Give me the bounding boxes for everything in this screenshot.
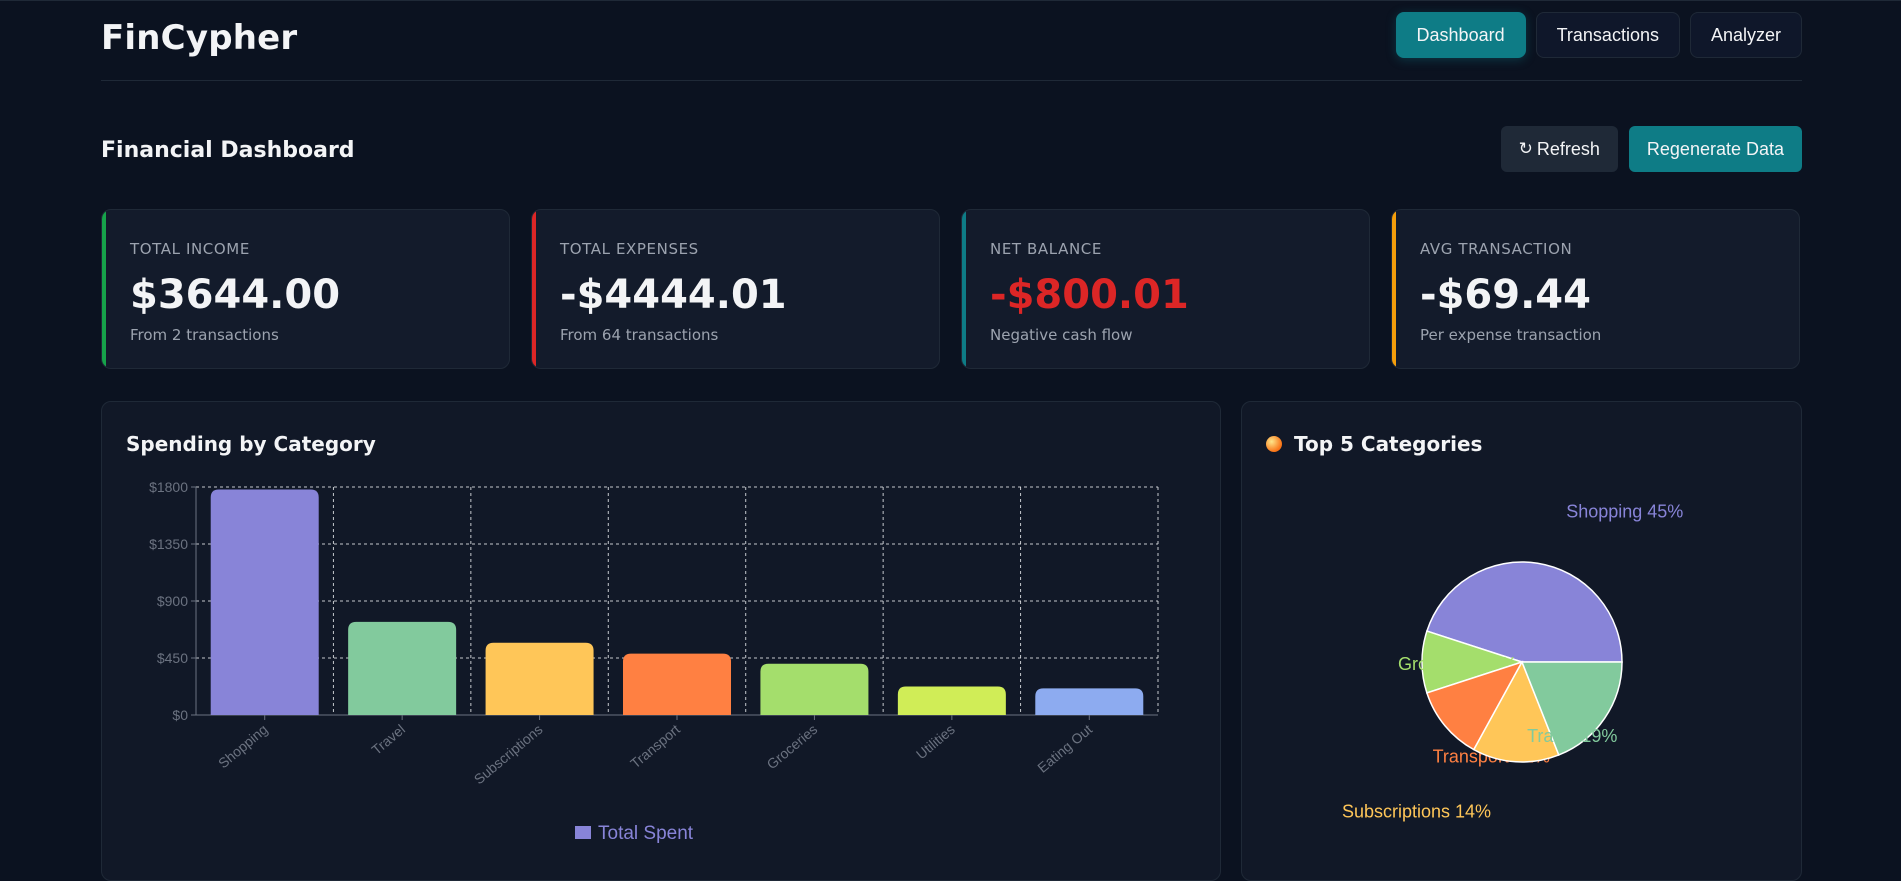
- legend-swatch: [575, 826, 591, 839]
- card-accent-bar: [962, 210, 966, 368]
- stat-card-total-income: TOTAL INCOME $3644.00 From 2 transaction…: [101, 209, 510, 369]
- panel-title: Spending by Category: [126, 432, 376, 456]
- stat-subtext: Per expense transaction: [1420, 326, 1602, 344]
- stat-value: -$800.01: [990, 272, 1189, 318]
- main-container: FinCypher Dashboard Transactions Analyze…: [101, 0, 1802, 881]
- pie-label: Groceries 10%: [1398, 654, 1517, 674]
- bar-subscriptions[interactable]: [485, 642, 594, 715]
- refresh-button[interactable]: ↻ Refresh: [1500, 126, 1618, 172]
- bar-travel[interactable]: [348, 621, 457, 715]
- stat-subtext: Negative cash flow: [990, 326, 1133, 344]
- y-tick-label: $1800: [149, 479, 188, 495]
- pie-slice-travel[interactable]: [1520, 661, 1623, 756]
- top-5-categories-panel: Top 5 Categories Shopping 45% Groceries 1…: [1241, 401, 1802, 881]
- x-tick-label: Travel: [368, 721, 408, 758]
- nav-analyzer[interactable]: Analyzer: [1689, 12, 1802, 58]
- pie-label: Subscriptions 14%: [1342, 802, 1491, 822]
- regenerate-data-button[interactable]: Regenerate Data: [1628, 126, 1802, 172]
- stat-label: TOTAL EXPENSES: [560, 240, 699, 258]
- stat-cards: TOTAL INCOME $3644.00 From 2 transaction…: [101, 209, 1802, 369]
- orange-dot-icon: [1266, 436, 1282, 452]
- app-header: FinCypher Dashboard Transactions Analyze…: [101, 0, 1802, 81]
- x-tick-label: Eating Out: [1034, 721, 1095, 776]
- bar-transport[interactable]: [623, 653, 731, 715]
- pie-label: Shopping 45%: [1566, 502, 1683, 522]
- x-tick-label: Groceries: [764, 721, 821, 772]
- page-title: Financial Dashboard: [101, 138, 355, 163]
- card-accent-bar: [102, 210, 106, 368]
- dashboard-toolbar: Financial Dashboard ↻ Refresh Regenerate…: [101, 126, 1802, 174]
- stat-subtext: From 64 transactions: [560, 326, 719, 344]
- pie-slice-subscriptions[interactable]: [1472, 660, 1560, 763]
- chart-legend[interactable]: Total Spent: [575, 823, 694, 844]
- bar-shopping[interactable]: [210, 489, 319, 715]
- refresh-label: Refresh: [1536, 138, 1600, 159]
- y-tick-label: $450: [157, 650, 188, 666]
- stat-card-avg-transaction: AVG TRANSACTION -$69.44 Per expense tran…: [1391, 209, 1800, 369]
- x-tick-label: Subscriptions: [471, 721, 546, 787]
- bar-utilities[interactable]: [897, 686, 1006, 716]
- spending-by-category-panel: Spending by Category $0 $450 $900 $1350 $180…: [101, 401, 1221, 881]
- pie-slice-transport[interactable]: [1425, 660, 1524, 751]
- panel-title: Top 5 Categories: [1266, 432, 1482, 456]
- stat-value: -$4444.01: [560, 272, 787, 318]
- nav-dashboard[interactable]: Dashboard: [1395, 12, 1526, 58]
- bar-chart: $0 $450 $900 $1350 $1800 Shopping Travel Subscr…: [149, 479, 1159, 844]
- pie-chart: Shopping 45%Groceries 10%Transport 12%Su…: [1342, 502, 1683, 822]
- y-tick-label: $1350: [149, 536, 188, 552]
- stat-subtext: From 2 transactions: [130, 326, 279, 344]
- x-tick-label: Utilities: [913, 721, 958, 762]
- stat-label: TOTAL INCOME: [130, 240, 250, 258]
- stat-label: AVG TRANSACTION: [1420, 240, 1573, 258]
- legend-label: Total Spent: [598, 823, 694, 844]
- x-tick-label: Transport: [627, 721, 683, 772]
- stat-label: NET BALANCE: [990, 240, 1102, 258]
- bar-eating-out[interactable]: [1035, 688, 1144, 715]
- pie-slice-shopping[interactable]: [1425, 561, 1623, 663]
- stat-card-total-expenses: TOTAL EXPENSES -$4444.01 From 64 transac…: [531, 209, 940, 369]
- app-logo: FinCypher: [101, 18, 298, 58]
- refresh-icon: ↻: [1518, 139, 1533, 158]
- card-accent-bar: [532, 210, 536, 368]
- pie-label: Travel 19%: [1527, 726, 1617, 746]
- x-tick-label: Shopping: [215, 721, 271, 771]
- main-nav: Dashboard Transactions Analyzer: [1395, 12, 1802, 58]
- card-accent-bar: [1392, 210, 1396, 368]
- nav-transactions[interactable]: Transactions: [1535, 12, 1680, 58]
- stat-value: $3644.00: [130, 272, 341, 318]
- y-tick-label: $0: [172, 707, 188, 723]
- panel-title-text: Top 5 Categories: [1294, 432, 1483, 456]
- toolbar-actions: ↻ Refresh Regenerate Data: [1500, 126, 1802, 172]
- stat-value: -$69.44: [1420, 272, 1591, 318]
- y-tick-label: $900: [157, 593, 188, 609]
- stat-card-net-balance: NET BALANCE -$800.01 Negative cash flow: [961, 209, 1370, 369]
- top-border: [0, 0, 1901, 1]
- bar-groceries[interactable]: [760, 663, 869, 715]
